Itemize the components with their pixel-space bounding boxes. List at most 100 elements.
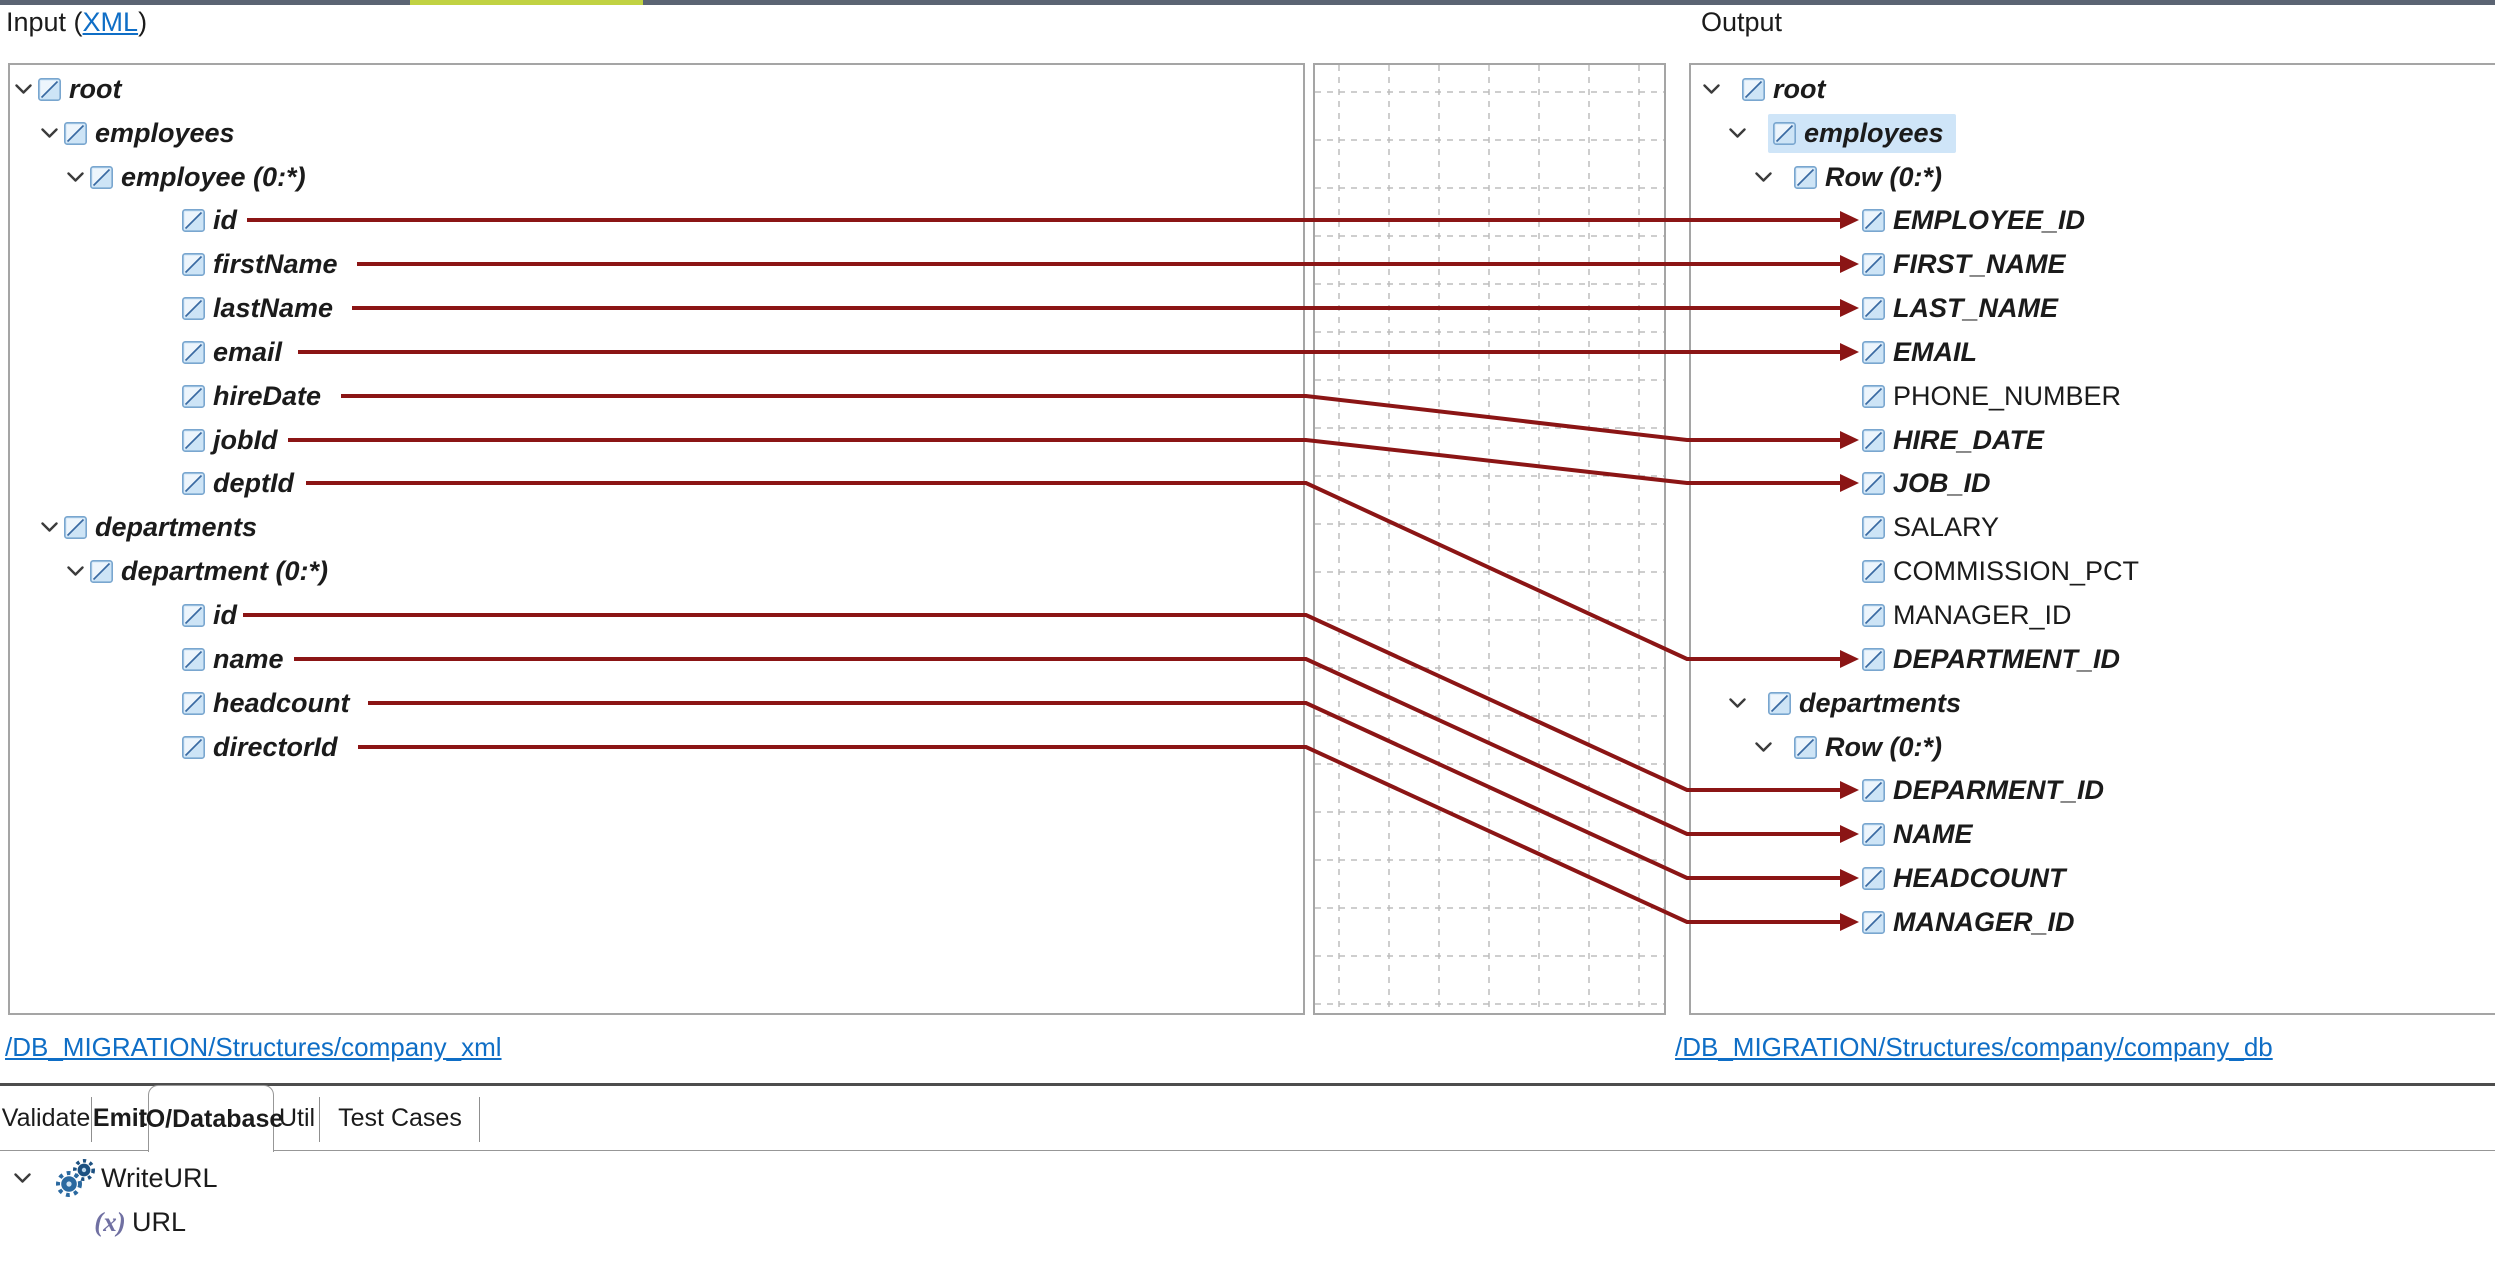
tree-node-label: DEPARMENT_ID [1893,774,2105,805]
xml-element-icon [182,208,205,232]
chevron-down-icon[interactable] [14,1172,31,1184]
xml-element-icon [1773,121,1796,145]
input-node-deptid[interactable]: deptId [182,461,294,505]
tree-node-label: directorId [213,731,338,762]
input-node-directorid[interactable]: directorId [182,725,338,769]
tab-io-database[interactable]: IO/Database [139,1085,283,1152]
chevron-down-icon[interactable] [1703,83,1720,95]
tree-node-label: LAST_NAME [1893,292,2059,323]
tree-node-label: DEPARTMENT_ID [1893,643,2121,674]
mapping-canvas[interactable] [1313,63,1666,1015]
tab-baseline [0,1150,2495,1151]
xml-element-icon [1862,822,1885,846]
chevron-down-icon[interactable] [1729,127,1746,139]
output-node-deparment-id[interactable]: DEPARMENT_ID [1862,768,2104,812]
tree-node-label: MANAGER_ID [1893,599,2072,630]
input-structure-path-link[interactable]: /DB_MIGRATION/Structures/company_xml [5,1032,502,1062]
output-node-salary[interactable]: SALARY [1862,505,1999,549]
tab-test-cases[interactable]: Test Cases [320,1087,480,1150]
chevron-down-icon[interactable] [67,565,84,577]
output-node-hire-date[interactable]: HIRE_DATE [1862,418,2044,462]
chevron-down-icon[interactable] [1755,171,1772,183]
tree-node-label: departments [1799,687,1962,718]
tree-node-label: MANAGER_ID [1893,906,2075,937]
input-node-lastname[interactable]: lastName [182,286,333,330]
output-structure-path-link[interactable]: /DB_MIGRATION/Structures/company/company… [1675,1032,2273,1062]
chevron-down-icon[interactable] [41,521,58,533]
input-node-department-0[interactable]: department (0:*) [67,549,328,593]
xml-element-icon [1742,77,1765,101]
input-xml-link[interactable]: XML [82,7,139,37]
input-node-departments[interactable]: departments [41,505,257,549]
tree-node-label: employees [1804,117,1944,148]
tree-node-label: SALARY [1893,511,2000,542]
xml-element-icon [182,603,205,627]
output-node-root[interactable]: root [1703,67,1825,111]
xml-element-icon [1768,691,1791,715]
input-node-hiredate[interactable]: hireDate [182,374,321,418]
xml-element-icon [38,77,61,101]
tree-node-label: id [213,204,237,235]
tab-emit[interactable]: Emit [92,1104,148,1132]
xml-element-icon [1794,735,1817,759]
output-node-manager-id[interactable]: MANAGER_ID [1862,593,2072,637]
chevron-down-icon[interactable] [41,127,58,139]
input-node-headcount[interactable]: headcount [182,681,350,725]
xml-element-icon [182,471,205,495]
output-node-job-id[interactable]: JOB_ID [1862,461,1991,505]
input-panel-title: Input (XML) [6,7,147,38]
input-node-firstname[interactable]: firstName [182,242,338,286]
output-node-row-0[interactable]: Row (0:*) [1755,725,1942,769]
output-node-department-id[interactable]: DEPARTMENT_ID [1862,637,2120,681]
script-node-writeurl[interactable]: WriteURL [14,1158,218,1198]
output-node-row-0[interactable]: Row (0:*) [1755,155,1942,199]
section-divider [0,1083,2495,1086]
tree-node-label: lastName [213,292,334,323]
tree-node-label: name [213,643,284,674]
xml-element-icon [182,691,205,715]
output-node-first-name[interactable]: FIRST_NAME [1862,242,2066,286]
selected-node-highlight: employees [1768,113,1956,153]
output-tree-panel [1689,63,2495,1015]
output-panel-title: Output [1701,7,1783,37]
output-node-name[interactable]: NAME [1862,812,1973,856]
chevron-down-icon[interactable] [15,83,32,95]
tree-node-label: jobId [213,424,278,455]
output-node-headcount[interactable]: HEADCOUNT [1862,856,2066,900]
output-node-departments[interactable]: departments [1729,681,1961,725]
input-node-jobid[interactable]: jobId [182,418,277,462]
input-node-name[interactable]: name [182,637,284,681]
script-node-url[interactable]: (x) URL [88,1202,186,1242]
input-node-id[interactable]: id [182,593,237,637]
xml-element-icon [1862,428,1885,452]
output-node-email[interactable]: EMAIL [1862,330,1977,374]
output-node-commission-pct[interactable]: COMMISSION_PCT [1862,549,2139,593]
input-node-employees[interactable]: employees [41,111,235,155]
chevron-down-icon[interactable] [1729,697,1746,709]
tree-node-label: JOB_ID [1893,467,1991,498]
xml-element-icon [1862,866,1885,890]
xml-element-icon [1862,559,1885,583]
tab-util[interactable]: Util [274,1087,320,1150]
output-node-phone-number[interactable]: PHONE_NUMBER [1862,374,2121,418]
xml-element-icon [1794,165,1817,189]
chevron-down-icon[interactable] [1755,741,1772,753]
xml-element-icon [182,296,205,320]
input-node-root[interactable]: root [15,67,121,111]
xml-element-icon [1862,778,1885,802]
input-node-employee-0[interactable]: employee (0:*) [67,155,306,199]
tree-node-label: headcount [213,687,350,718]
tree-node-label: email [213,336,283,367]
output-node-employee-id[interactable]: EMPLOYEE_ID [1862,198,2085,242]
script-node-label: URL [132,1206,187,1237]
mapping-grid-pattern [1315,65,1664,1013]
output-node-employees[interactable]: employees [1729,111,1956,155]
chevron-down-icon[interactable] [67,171,84,183]
output-node-manager-id[interactable]: MANAGER_ID [1862,900,2075,944]
input-node-id[interactable]: id [182,198,237,242]
gears-icon [55,1159,97,1197]
tab-validate[interactable]: Validate [0,1087,92,1150]
input-node-email[interactable]: email [182,330,282,374]
xml-element-icon [64,121,87,145]
output-node-last-name[interactable]: LAST_NAME [1862,286,2058,330]
